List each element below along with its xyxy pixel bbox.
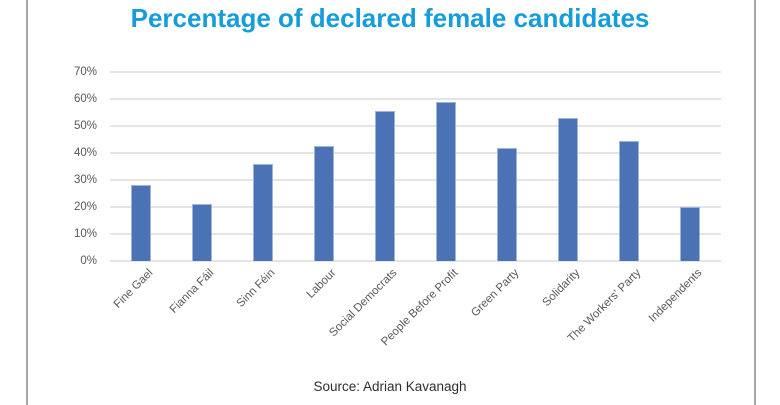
gridline bbox=[110, 71, 721, 73]
x-axis-line bbox=[110, 260, 721, 262]
gridline bbox=[110, 206, 721, 209]
y-tick-label: 20% bbox=[73, 201, 97, 214]
bar-social-democrats bbox=[374, 111, 395, 261]
bar-green-party bbox=[497, 147, 518, 261]
bar-fianna-f-il bbox=[191, 204, 212, 261]
bar-independents bbox=[680, 207, 701, 261]
gridline bbox=[110, 233, 721, 236]
bar-sinn-f-in bbox=[252, 163, 273, 261]
bar-people-before-profit bbox=[436, 101, 457, 261]
chart-title: Percentage of declared female candidates bbox=[130, 3, 650, 33]
left-frame-border bbox=[26, 0, 28, 405]
bar-solidarity bbox=[558, 117, 579, 261]
bar-labour bbox=[313, 146, 334, 261]
y-tick-label: 30% bbox=[73, 174, 97, 186]
right-frame-border bbox=[754, 0, 756, 405]
y-tick-label: 70% bbox=[73, 66, 97, 78]
y-axis-labels: 0% 10% 20% 30% 40% 50% 60% 70% bbox=[58, 66, 97, 267]
y-tick-label: 10% bbox=[73, 228, 97, 241]
bar-the-workers-party bbox=[619, 140, 640, 261]
y-tick-label: 60% bbox=[73, 93, 97, 105]
y-tick-label: 40% bbox=[73, 147, 97, 160]
y-tick-label: 0% bbox=[80, 255, 97, 267]
plot-area bbox=[110, 71, 721, 262]
y-tick-label: 50% bbox=[73, 120, 97, 132]
x-axis-labels: Fine Gael Fianna Fáil Sinn Féin Labour Socia… bbox=[110, 267, 721, 382]
source-caption: Source: Adrian Kavanagh bbox=[313, 379, 467, 394]
gridline bbox=[110, 179, 721, 181]
gridline bbox=[110, 98, 721, 100]
bar-fine-gael bbox=[130, 185, 151, 261]
gridline bbox=[110, 152, 721, 155]
gridline bbox=[110, 125, 721, 127]
